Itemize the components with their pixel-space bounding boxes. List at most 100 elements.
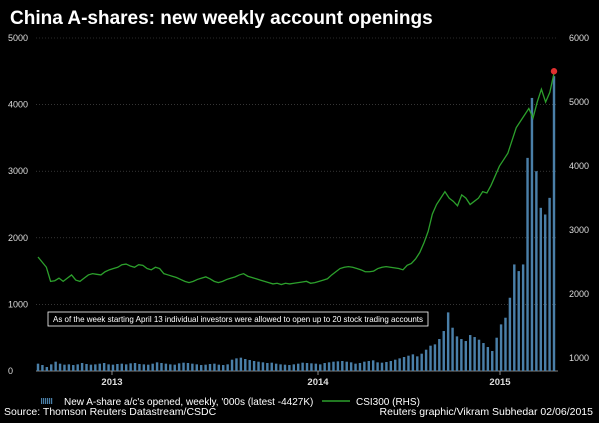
bar xyxy=(367,361,370,371)
bar xyxy=(517,271,520,371)
bar xyxy=(363,361,366,371)
bar xyxy=(58,363,62,371)
bar xyxy=(530,97,534,371)
bar xyxy=(473,337,476,371)
bar xyxy=(539,207,542,371)
annotation-box xyxy=(47,311,429,327)
bar xyxy=(120,363,124,371)
x-tick-label: 2015 xyxy=(489,377,511,388)
bar xyxy=(142,364,146,371)
bar xyxy=(177,363,181,371)
bar xyxy=(433,344,437,371)
bar xyxy=(442,331,445,371)
bar xyxy=(124,364,128,371)
bar xyxy=(477,339,481,371)
bar xyxy=(195,364,198,371)
source-text: Source: Thomson Reuters Datastream/CSDC xyxy=(4,406,217,418)
bar xyxy=(341,361,344,371)
bar xyxy=(482,343,485,371)
bar xyxy=(252,361,256,371)
bar xyxy=(235,358,238,371)
bar xyxy=(266,363,269,371)
bar xyxy=(151,363,154,371)
bar xyxy=(248,360,251,371)
bar xyxy=(535,171,538,371)
y-right-tick-label: 6000 xyxy=(569,33,589,43)
bar xyxy=(345,361,348,371)
bar xyxy=(186,363,190,371)
bar xyxy=(50,364,53,371)
legend-bar-swatch xyxy=(41,398,43,404)
bar xyxy=(416,356,419,371)
bar xyxy=(138,364,141,371)
bar xyxy=(468,335,472,371)
annotation-text: As of the week starting April 13 individ… xyxy=(53,314,423,324)
y-right-tick-label: 5000 xyxy=(569,97,589,107)
bar xyxy=(160,363,163,371)
bar xyxy=(398,358,401,371)
bar xyxy=(261,362,265,371)
bar xyxy=(283,364,287,371)
bar xyxy=(213,363,216,371)
bar xyxy=(239,357,243,371)
y-left-tick-label: 1000 xyxy=(8,299,28,309)
y-right-tick-label: 4000 xyxy=(569,161,589,171)
bar xyxy=(116,364,119,371)
bar xyxy=(173,364,176,371)
bar xyxy=(274,363,278,371)
bar xyxy=(402,357,406,371)
bar xyxy=(376,362,379,371)
bar xyxy=(155,362,159,371)
bar xyxy=(169,364,172,371)
bar xyxy=(76,364,79,371)
bar xyxy=(380,362,384,371)
bar xyxy=(98,363,101,371)
bar xyxy=(63,364,66,371)
bar xyxy=(499,324,503,371)
bar xyxy=(279,364,282,371)
chart-title: China A-shares: new weekly account openi… xyxy=(10,8,433,29)
bar xyxy=(460,339,463,371)
bar xyxy=(257,361,260,371)
bar xyxy=(323,363,326,371)
bar xyxy=(394,359,397,371)
bar xyxy=(310,363,313,371)
bar xyxy=(508,297,512,371)
bar xyxy=(204,364,207,371)
csi300-line xyxy=(37,73,555,286)
bar xyxy=(548,197,551,371)
bar xyxy=(513,264,516,371)
bar xyxy=(301,362,304,371)
bar xyxy=(385,362,388,371)
bar xyxy=(371,360,375,371)
y-left-tick-label: 2000 xyxy=(8,233,28,243)
bar xyxy=(147,364,150,371)
legend-bar-swatch xyxy=(49,398,51,404)
bar xyxy=(504,317,507,371)
bar xyxy=(72,365,75,371)
bar xyxy=(332,361,335,371)
bar xyxy=(521,264,525,371)
legend-label-line: CSI300 (RHS) xyxy=(356,397,420,408)
bar xyxy=(199,365,203,371)
legend-bar-swatch xyxy=(51,398,53,404)
x-tick-label: 2013 xyxy=(101,377,122,388)
legend-bar-swatch xyxy=(45,398,47,404)
bar xyxy=(67,364,71,371)
bar xyxy=(552,76,556,371)
bar xyxy=(292,364,296,371)
y-left-tick-label: 5000 xyxy=(8,33,28,43)
legend-bar-swatch xyxy=(43,398,45,404)
bar xyxy=(89,364,93,371)
bar xyxy=(208,364,212,371)
bar xyxy=(319,364,322,371)
bar xyxy=(85,364,88,371)
bar xyxy=(296,363,300,371)
x-tick-label: 2014 xyxy=(307,377,329,388)
bar xyxy=(354,363,357,371)
bar xyxy=(411,354,415,371)
bar xyxy=(486,347,490,371)
legend-bar-swatch xyxy=(47,398,49,404)
y-right-tick-label: 2000 xyxy=(569,289,589,299)
